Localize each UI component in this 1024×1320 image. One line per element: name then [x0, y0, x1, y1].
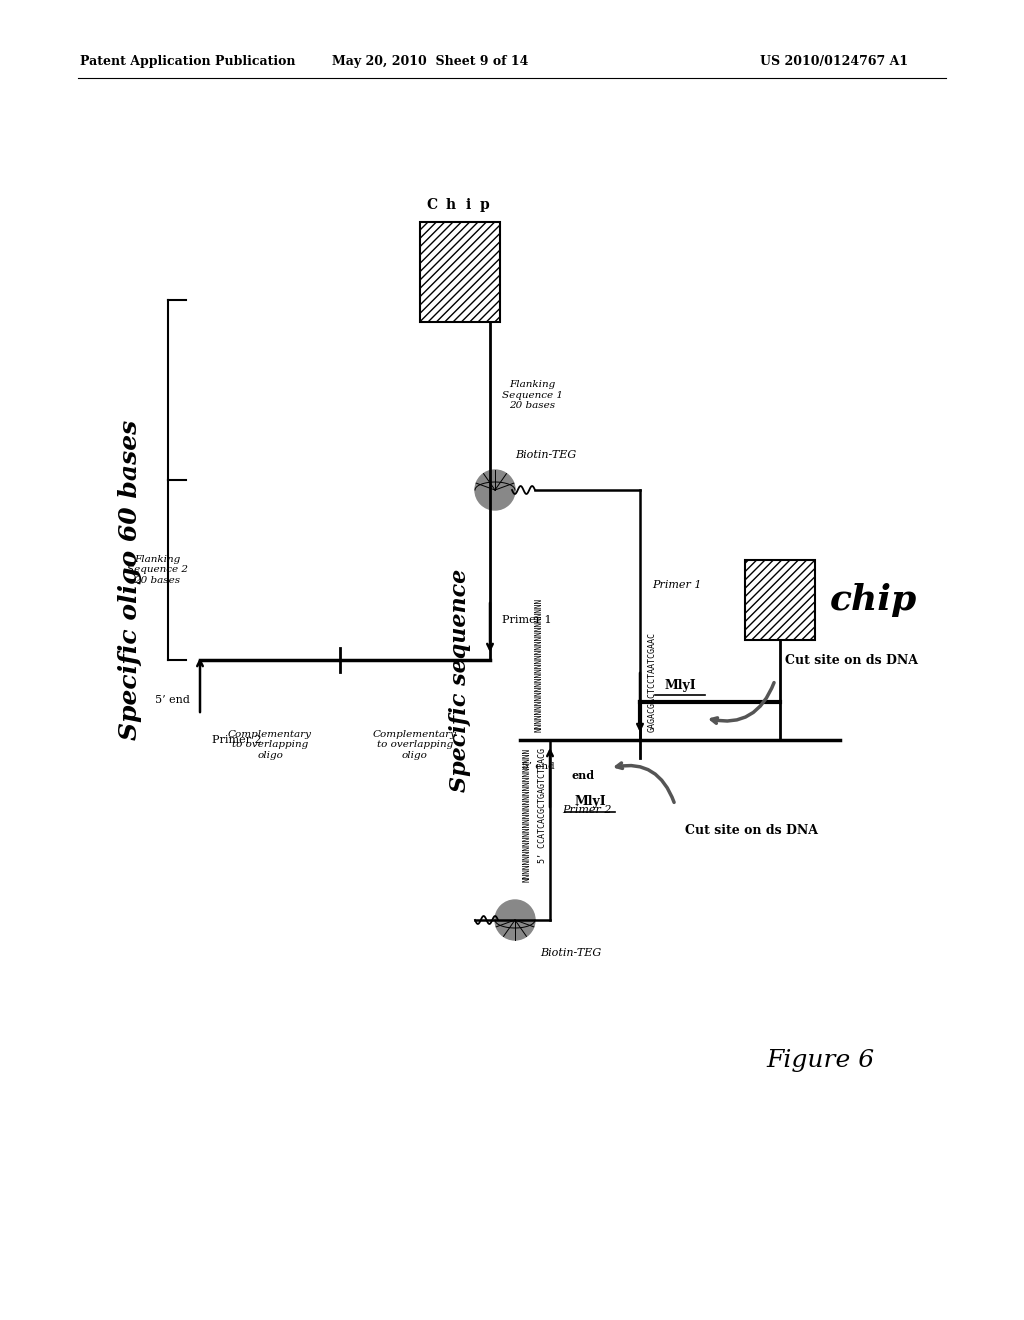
Text: Specific sequence: Specific sequence: [449, 569, 471, 792]
Text: C: C: [426, 198, 437, 213]
Bar: [745, 560, 815, 640]
Circle shape: [495, 900, 535, 940]
Text: Cut site on ds DNA: Cut site on ds DNA: [685, 824, 818, 837]
Text: Biotin-TEG: Biotin-TEG: [540, 948, 601, 958]
Text: Specific oligo 60 bases: Specific oligo 60 bases: [118, 420, 142, 741]
Text: MlyI: MlyI: [665, 678, 696, 692]
Circle shape: [475, 470, 515, 510]
Text: 5’ end: 5’ end: [155, 696, 190, 705]
Text: Flanking
Sequence 1
20 bases: Flanking Sequence 1 20 bases: [502, 380, 563, 411]
Text: p: p: [480, 198, 489, 213]
Text: Primer 2: Primer 2: [212, 735, 261, 744]
Text: Complementary
to overlapping
oligo: Complementary to overlapping oligo: [228, 730, 312, 760]
Bar: [420, 222, 500, 322]
Text: end: end: [572, 770, 595, 781]
Text: Primer 1: Primer 1: [502, 615, 552, 624]
Text: 5’ CCATCACGCTGAGTCTTACG: 5’ CCATCACGCTGAGTCTTACG: [538, 748, 547, 863]
Text: US 2010/0124767 A1: US 2010/0124767 A1: [760, 55, 908, 69]
Text: Figure 6: Figure 6: [766, 1048, 874, 1072]
Text: Primer 1: Primer 1: [652, 579, 701, 590]
Text: NNNNNNNNNNNNNNNNNNNNNNNNNNNNN: NNNNNNNNNNNNNNNNNNNNNNNNNNNNN: [523, 748, 532, 882]
Text: Cut site on ds DNA: Cut site on ds DNA: [785, 653, 918, 667]
Text: MlyI: MlyI: [574, 796, 606, 808]
Text: i: i: [465, 198, 471, 213]
Text: 5’ end: 5’ end: [522, 762, 555, 771]
Text: chip: chip: [830, 583, 918, 616]
Text: Complementary
to overlapping
oligo: Complementary to overlapping oligo: [373, 730, 457, 760]
Text: GAGACGACTCCTAATCGAAC: GAGACGACTCCTAATCGAAC: [648, 632, 657, 733]
Text: Biotin-TEG: Biotin-TEG: [515, 450, 577, 459]
Text: Primer 2: Primer 2: [562, 805, 611, 814]
Text: h: h: [445, 198, 456, 213]
Text: Flanking
Sequence 2
20 bases: Flanking Sequence 2 20 bases: [127, 556, 188, 585]
Text: Patent Application Publication: Patent Application Publication: [80, 55, 296, 69]
Text: NNNNNNNNNNNNNNNNNNNNNNNNNNNNN: NNNNNNNNNNNNNNNNNNNNNNNNNNNNN: [535, 598, 544, 733]
Text: May 20, 2010  Sheet 9 of 14: May 20, 2010 Sheet 9 of 14: [332, 55, 528, 69]
